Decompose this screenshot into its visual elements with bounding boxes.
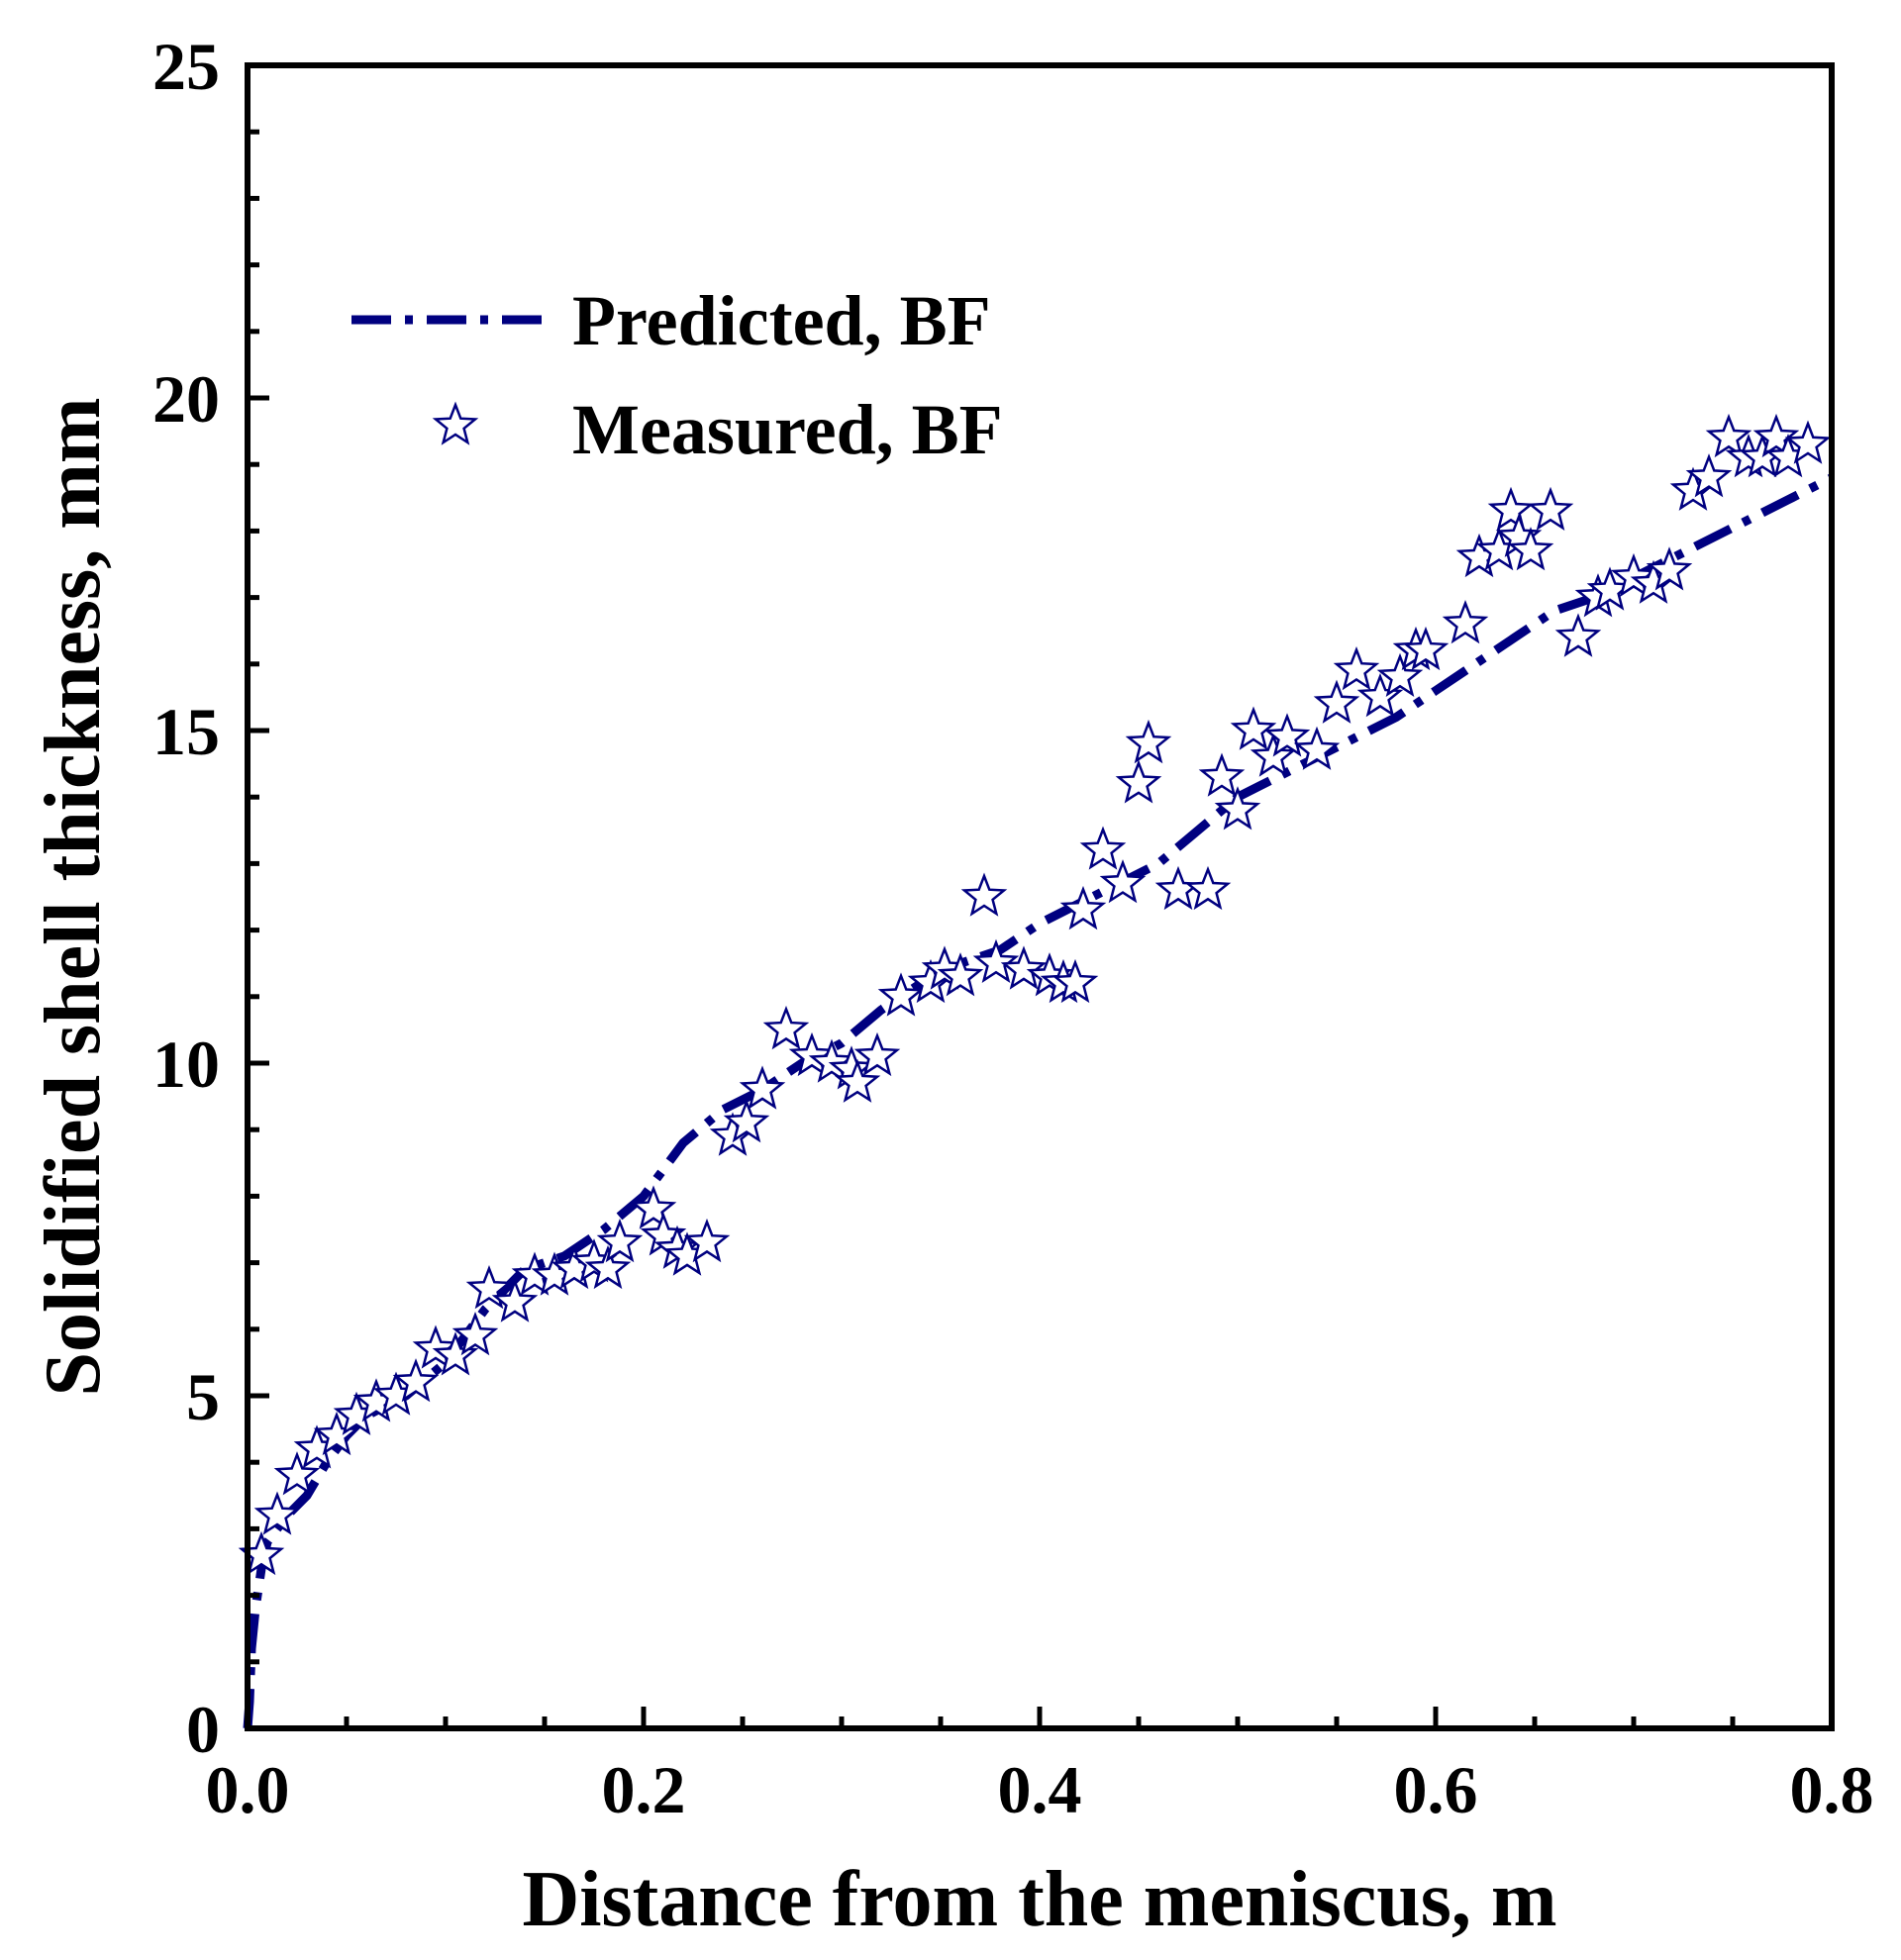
measured-point bbox=[1263, 713, 1311, 757]
measured-point bbox=[491, 1278, 539, 1323]
y-tick-label: 5 bbox=[186, 1359, 220, 1434]
measured-point bbox=[960, 872, 1008, 917]
measured-point bbox=[808, 1038, 855, 1083]
measured-point bbox=[1059, 885, 1107, 931]
measured-point bbox=[1442, 600, 1489, 644]
measured-point bbox=[1115, 759, 1162, 804]
measured-point bbox=[1079, 826, 1127, 870]
measured-point bbox=[1214, 786, 1261, 831]
measured-point bbox=[1313, 679, 1360, 724]
y-axis-title: Solidified shell thickness, mm bbox=[30, 397, 117, 1396]
x-tick-label: 0.6 bbox=[1394, 1752, 1478, 1827]
measured-point bbox=[877, 972, 925, 1017]
x-axis-title: Distance from the meniscus, m bbox=[522, 1856, 1556, 1943]
measured-point bbox=[723, 1099, 770, 1143]
measured-point bbox=[1646, 546, 1693, 591]
y-tick-label: 10 bbox=[152, 1027, 220, 1102]
measured-point bbox=[1527, 486, 1574, 532]
tick-labels-layer: 0.0 0.2 0.4 0.6 0.8 0 5 10 15 20 25 bbox=[152, 29, 1874, 1827]
ticks-layer bbox=[245, 62, 1835, 1731]
measured-point bbox=[630, 1185, 677, 1229]
measured-point bbox=[788, 1031, 836, 1077]
y-tick-label: 15 bbox=[152, 694, 220, 769]
measured-point bbox=[937, 952, 984, 997]
x-tick-label: 0.8 bbox=[1790, 1752, 1874, 1827]
measured-point bbox=[1752, 413, 1800, 458]
y-tick-label: 25 bbox=[152, 29, 220, 104]
legend-marker-measured bbox=[432, 401, 479, 445]
measured-point bbox=[683, 1218, 731, 1263]
x-tick-label: 0.0 bbox=[206, 1752, 290, 1827]
measured-point bbox=[1051, 958, 1099, 1004]
measured-point bbox=[834, 1058, 881, 1103]
measured-point bbox=[1554, 613, 1602, 657]
measured-point bbox=[584, 1244, 632, 1290]
measured-point bbox=[1125, 719, 1172, 764]
legend: Predicted, BF Measured, BF bbox=[351, 281, 1003, 469]
measured-point bbox=[739, 1065, 786, 1110]
measured-point bbox=[1333, 646, 1380, 691]
measured-point bbox=[972, 938, 1020, 984]
y-tick-label: 0 bbox=[186, 1692, 220, 1767]
measured-point bbox=[451, 1312, 499, 1356]
measured-point bbox=[1198, 752, 1246, 797]
measured-point bbox=[1376, 652, 1424, 698]
measured-point bbox=[1293, 726, 1341, 770]
measured-point bbox=[1000, 945, 1048, 990]
y-tick-label: 20 bbox=[152, 361, 220, 437]
measured-point bbox=[1705, 413, 1752, 458]
measured-point bbox=[412, 1324, 459, 1369]
measured-point bbox=[762, 1005, 810, 1050]
x-tick-label: 0.4 bbox=[998, 1752, 1082, 1827]
measured-point bbox=[1610, 552, 1657, 598]
measured-point bbox=[853, 1031, 901, 1077]
measured-point bbox=[1507, 527, 1554, 571]
measured-point bbox=[1230, 706, 1277, 750]
x-tick-label: 0.2 bbox=[602, 1752, 686, 1827]
measured-point bbox=[253, 1491, 301, 1535]
measured-point bbox=[1250, 733, 1297, 777]
measured-point bbox=[1184, 865, 1232, 911]
measured-point bbox=[1784, 420, 1832, 464]
measured-point bbox=[392, 1358, 440, 1403]
legend-label-measured: Measured, BF bbox=[572, 390, 1003, 469]
measured-point bbox=[1402, 626, 1450, 671]
data-layer bbox=[238, 413, 1835, 1729]
legend-label-predicted: Predicted, BF bbox=[572, 281, 991, 360]
legend-star-icon bbox=[432, 401, 479, 445]
plot-frame bbox=[245, 62, 1835, 1731]
measured-point bbox=[596, 1218, 644, 1263]
measured-point bbox=[465, 1265, 513, 1310]
predicted-line bbox=[243, 473, 1835, 1729]
measured-point bbox=[1487, 486, 1535, 532]
measured-point bbox=[1099, 859, 1147, 904]
measured-point bbox=[273, 1451, 321, 1496]
measured-point bbox=[1685, 453, 1733, 498]
